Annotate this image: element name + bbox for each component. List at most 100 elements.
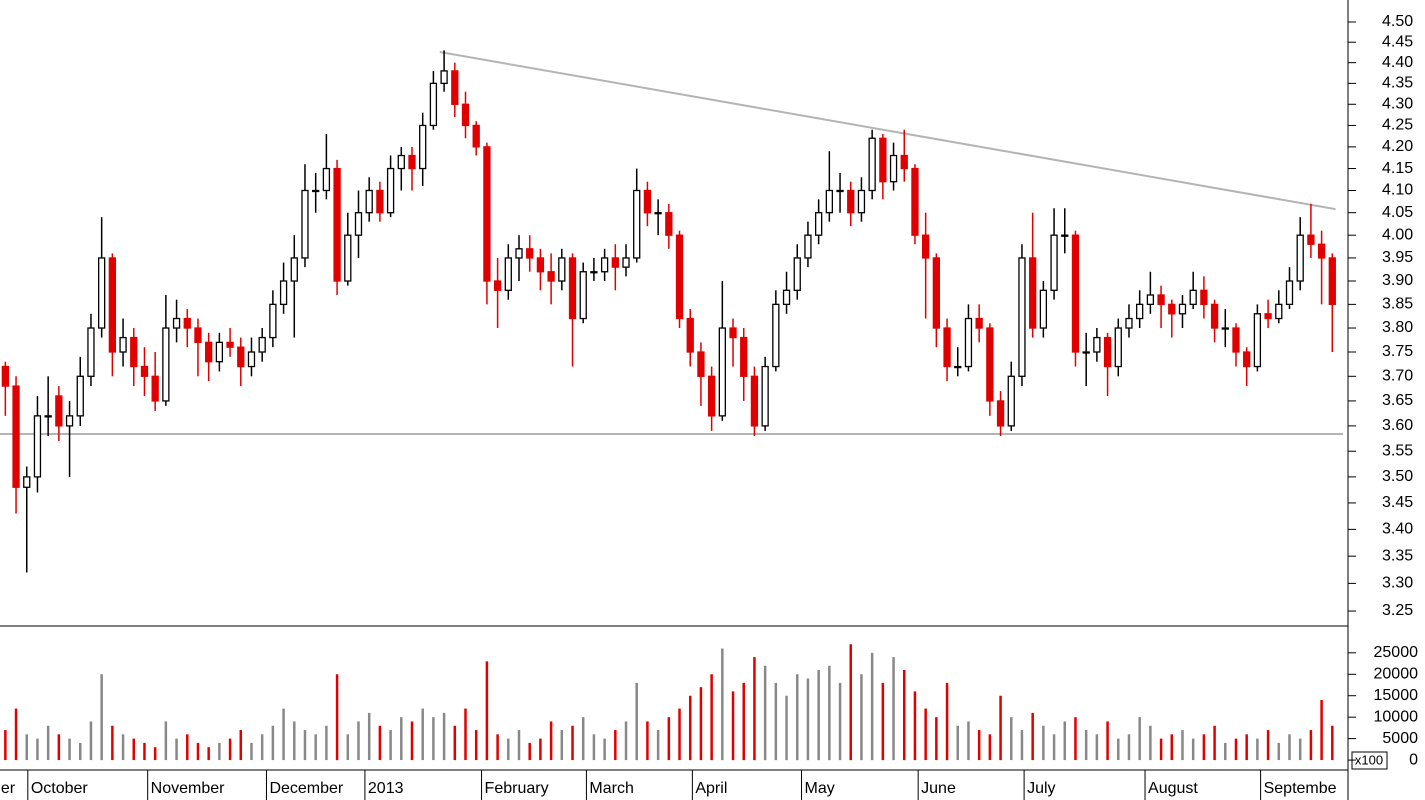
y-tick-label: 4.35	[1382, 75, 1413, 92]
candle-body	[119, 336, 127, 353]
candle-body	[750, 375, 759, 427]
candle-body	[1296, 234, 1304, 282]
candle-body	[376, 189, 384, 214]
candle-body	[354, 212, 363, 236]
y-tick-label: 4.10	[1382, 182, 1413, 199]
y-tick-label: 3.80	[1382, 319, 1413, 336]
candle-body	[579, 271, 587, 320]
candle-body	[665, 212, 673, 236]
volume-unit: x100	[1355, 752, 1383, 767]
x-tick-label: October	[31, 780, 89, 797]
candle-body	[183, 317, 191, 329]
candle-body	[397, 154, 405, 170]
y-tick-label: 4.40	[1382, 54, 1413, 71]
volume-tick-label: 15000	[1374, 687, 1419, 704]
x-tick-label: May	[805, 780, 835, 797]
y-tick-label: 3.60	[1382, 417, 1413, 434]
candle-body	[1328, 257, 1336, 306]
candle-body	[707, 375, 716, 417]
candle-body	[761, 365, 769, 427]
candle-body	[558, 257, 566, 282]
candle-body	[954, 365, 962, 369]
x-tick-label: March	[589, 780, 633, 797]
volume-tick-label: 20000	[1374, 665, 1419, 682]
candle-body	[1275, 303, 1283, 320]
candle-body	[772, 303, 780, 368]
candle-body	[151, 375, 159, 402]
candle-body	[1093, 336, 1101, 353]
candle-body	[654, 212, 662, 215]
y-tick-label: 4.15	[1382, 160, 1413, 177]
candle-body	[590, 271, 598, 274]
candle-body	[911, 167, 919, 236]
candle-body	[986, 327, 994, 402]
y-tick-label: 4.05	[1382, 204, 1413, 221]
candle-body	[472, 124, 480, 148]
candle-body	[547, 271, 555, 282]
candle-body	[1061, 234, 1069, 237]
candle-body	[322, 167, 331, 192]
candle-body	[1232, 327, 1240, 353]
candle-body	[1189, 289, 1197, 306]
candle-body	[814, 212, 823, 236]
y-tick-label: 3.75	[1382, 343, 1413, 360]
candle-body	[344, 234, 352, 282]
volume-tick-label: 25000	[1374, 644, 1419, 661]
candle-body	[408, 154, 416, 170]
x-tick-label: July	[1027, 780, 1055, 797]
candle-body	[622, 257, 630, 268]
candle-body	[55, 395, 63, 427]
candle-body	[1146, 294, 1155, 306]
candle-body	[633, 189, 641, 259]
candle-body	[1007, 375, 1015, 427]
candle-body	[526, 248, 534, 259]
candle-body	[611, 257, 619, 268]
candle-body	[247, 351, 256, 368]
candle-body	[301, 189, 309, 259]
candle-body	[226, 341, 234, 348]
volume-tick-label: 10000	[1374, 708, 1419, 725]
x-tick-label: 2013	[368, 780, 404, 797]
y-tick-label: 3.45	[1382, 494, 1413, 511]
candle-body	[130, 336, 138, 368]
x-tick-label: er	[1, 780, 16, 797]
x-tick-label: June	[921, 780, 956, 797]
candle-body	[793, 257, 801, 291]
candle-body	[804, 234, 812, 259]
candle-body	[419, 124, 427, 170]
candle-body	[900, 154, 908, 170]
y-tick-label: 3.50	[1382, 468, 1413, 485]
y-tick-label: 3.95	[1382, 249, 1413, 266]
candle-body	[87, 327, 95, 377]
candle-body	[1285, 280, 1294, 306]
candle-body	[65, 415, 74, 427]
candle-body	[964, 317, 973, 368]
candle-body	[686, 317, 694, 353]
candle-body	[975, 317, 983, 329]
candle-body	[333, 167, 341, 282]
candle-body	[44, 415, 52, 418]
candle-body	[194, 327, 202, 344]
y-tick-label: 3.70	[1382, 368, 1413, 385]
candle-body	[889, 154, 898, 183]
candle-body	[290, 257, 298, 282]
candle-body	[461, 103, 470, 127]
candle-body	[451, 70, 459, 105]
y-tick-label: 4.45	[1382, 33, 1413, 50]
candle-body	[740, 336, 748, 377]
y-tick-label: 4.25	[1382, 117, 1413, 134]
candle-body	[600, 257, 609, 273]
candle-body	[922, 234, 930, 259]
candle-body	[1136, 303, 1144, 320]
y-tick-label: 3.35	[1382, 547, 1413, 564]
y-tick-label: 3.55	[1382, 442, 1413, 459]
candle-body	[943, 327, 951, 368]
y-tick-label: 4.00	[1382, 226, 1413, 243]
candle-body	[1125, 317, 1133, 329]
candle-body	[12, 385, 20, 488]
candle-body	[729, 327, 737, 339]
candle-body	[215, 341, 224, 363]
candle-body	[33, 415, 42, 478]
